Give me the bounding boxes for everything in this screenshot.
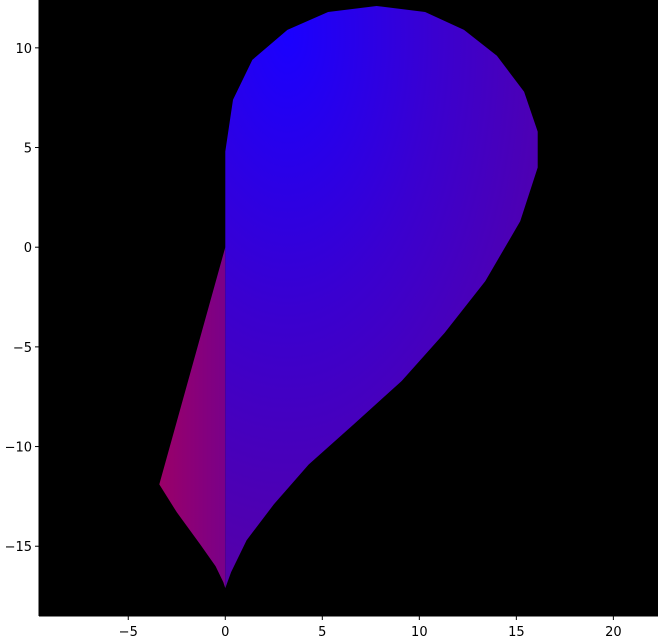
x-tick-label: 0	[221, 625, 229, 639]
y-tick-label: 0	[24, 241, 32, 256]
y-tick-label: 10	[15, 42, 32, 57]
area-series-1	[159, 247, 226, 589]
y-tick-label: −15	[5, 540, 32, 555]
x-tick-label: 15	[508, 625, 525, 639]
x-tick-label: −5	[119, 625, 138, 639]
y-tick-label: −5	[13, 341, 32, 356]
area-series-2	[225, 6, 538, 589]
x-tick-label: 5	[318, 625, 326, 639]
x-tick-label: 20	[605, 625, 622, 639]
y-tick-label: −10	[5, 441, 32, 456]
y-tick-label: 5	[24, 142, 32, 157]
x-tick-label: 10	[411, 625, 428, 639]
